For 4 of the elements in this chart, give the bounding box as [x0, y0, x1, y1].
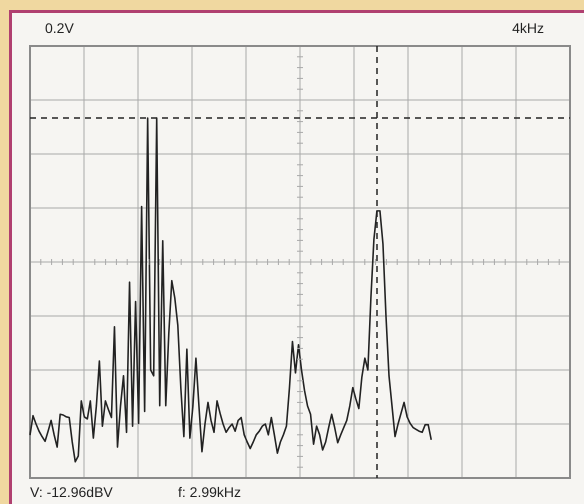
text: 0.2V — [45, 20, 74, 36]
text: V: -12.96dBV — [30, 484, 113, 500]
text: 4kHz — [512, 20, 544, 36]
text: f: 2.99kHz — [178, 484, 242, 500]
